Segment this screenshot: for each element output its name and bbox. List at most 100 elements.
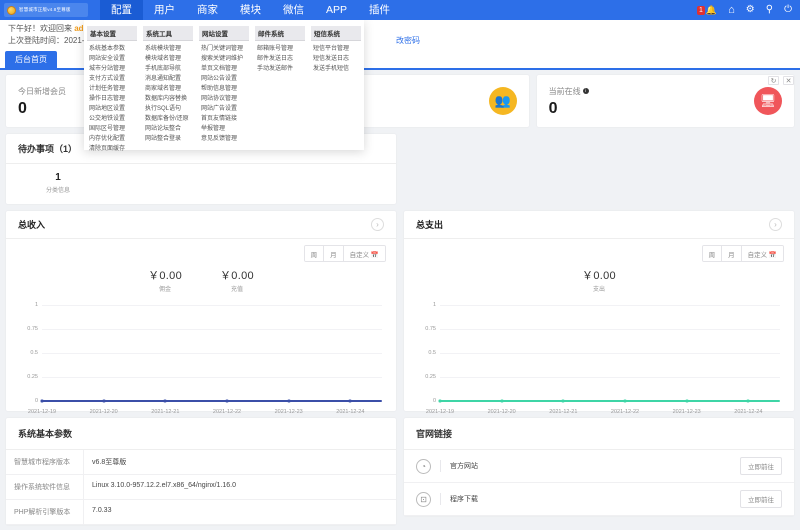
menu-item[interactable]: 操作日志管理 <box>89 95 126 102</box>
x-axis-tick: 2021-12-20 <box>487 409 516 415</box>
menu-item[interactable]: 发送手机短信 <box>313 65 350 72</box>
go-button[interactable]: 立即前往 <box>740 490 782 508</box>
menu-item[interactable]: 系统基本参数 <box>89 45 126 52</box>
menu-item[interactable]: 系统模块管理 <box>145 45 182 52</box>
kpi-value: ￥0.00 <box>220 270 254 282</box>
period-month[interactable]: 月 <box>722 246 742 261</box>
system-parameters-title: 系统基本参数 <box>6 418 396 450</box>
power-icon[interactable]: ⏻ <box>784 4 792 15</box>
menu-item[interactable]: 短信平台管理 <box>313 45 350 52</box>
sysinfo-col: 系统基本参数 智慧城市程序版本 v6.8至尊版 操作系统软件信息 Linux 3.10… <box>6 418 396 525</box>
menu-item[interactable]: 网站整合登录 <box>145 136 182 143</box>
menu-column-3: 邮件系统 邮箱账号管理 邮件发送日志 手动发送邮件 <box>252 24 308 150</box>
greeting-text: 下午好！欢迎回来 <box>8 24 72 33</box>
expense-chart-header: 总支出 › <box>404 211 794 239</box>
kpi-recharge: ￥0.00 充值 <box>220 267 254 293</box>
menu-item[interactable]: 单页文档管理 <box>201 65 238 72</box>
official-links-rows: ◔ 官方网站 立即前往 ⊡ 程序下载 立即前往 <box>404 450 794 516</box>
menu-item[interactable]: 网站论坛整合 <box>145 126 182 133</box>
menu-item[interactable]: 网站广告设置 <box>201 106 238 113</box>
menu-item[interactable]: 网站公告设置 <box>201 75 238 82</box>
close-button[interactable]: ✕ <box>783 76 794 85</box>
notifications[interactable]: 1 🔔 <box>697 4 718 15</box>
menu-item[interactable]: 消息通知配置 <box>145 75 182 82</box>
download-icon: ⊡ <box>416 491 431 507</box>
menu-item[interactable]: 手动发送邮件 <box>257 65 294 72</box>
period-custom[interactable]: 自定义 📅 <box>343 246 385 261</box>
nav-right-icons: 1 🔔 ⌂ ⚙ ⚲ ⏻ <box>697 0 800 20</box>
menu-item[interactable]: 数据库备份/还原 <box>145 116 189 123</box>
series-line <box>42 400 382 402</box>
nav-item-4[interactable]: 微信 <box>283 4 304 16</box>
param-key: 智慧城市程序版本 <box>6 450 84 474</box>
menu-item[interactable]: 清除页面缓存 <box>89 146 126 153</box>
menu-item[interactable]: 内存优化配置 <box>89 136 126 143</box>
nav-item-5[interactable]: APP <box>326 4 348 16</box>
menu-item[interactable]: 首页友情链接 <box>201 116 238 123</box>
menu-item[interactable]: 国际区号管理 <box>89 126 126 133</box>
nav-item-6[interactable]: 插件 <box>369 4 391 16</box>
menu-item[interactable]: 帮助信息管理 <box>201 85 238 92</box>
x-axis-tick: 2021-12-19 <box>27 409 57 415</box>
chevron-right-icon[interactable]: › <box>769 218 782 231</box>
menu-item[interactable]: 城市分站管理 <box>89 65 126 72</box>
x-axis-tick: 2021-12-23 <box>274 409 303 415</box>
menu-item[interactable]: 网站协议管理 <box>201 95 238 102</box>
calendar-icon: 📅 <box>370 251 379 259</box>
chevron-right-icon[interactable]: › <box>371 218 384 231</box>
nav-item-0[interactable]: 配置 <box>100 0 143 20</box>
menu-column-title: 网站设置 <box>199 26 249 41</box>
todo-item[interactable]: 1 分类信息 <box>38 172 384 194</box>
nav-item-1[interactable]: 用户 <box>154 4 175 16</box>
menu-item[interactable]: 计划任务管理 <box>89 85 126 92</box>
change-password-link[interactable]: 改密码 <box>396 36 420 45</box>
menu-column-title: 系统工具 <box>143 26 193 41</box>
grid-line <box>440 329 780 330</box>
series-line <box>440 400 780 402</box>
menu-item[interactable]: 邮件发送日志 <box>257 55 294 62</box>
menu-item[interactable]: 搜索关键词维护 <box>201 55 244 62</box>
bell-icon[interactable]: 🔔 <box>705 4 718 15</box>
data-point <box>500 399 504 403</box>
menu-item[interactable]: 邮箱账号管理 <box>257 45 294 52</box>
menu-item[interactable]: 公交地铁设置 <box>89 116 126 123</box>
menu-item[interactable]: 网站地区设置 <box>89 106 126 113</box>
nav-item-2[interactable]: 商家 <box>197 4 218 16</box>
gear-icon[interactable]: ⚙ <box>745 4 755 15</box>
menu-column-4: 短信系统 短信平台管理 短信发送日志 发送手机短信 <box>308 24 364 150</box>
refresh-button[interactable]: ↻ <box>768 76 779 85</box>
logo[interactable]: 智慧城市正版v4.8至尊版 <box>4 3 88 17</box>
period-month[interactable]: 月 <box>324 246 344 261</box>
home-icon[interactable]: ⌂ <box>728 3 735 16</box>
income-period-selector: 周 月 自定义 📅 <box>303 245 386 262</box>
tab-dashboard[interactable]: 后台首页 <box>5 51 57 68</box>
stat-value: 0 <box>18 99 27 117</box>
menu-item[interactable]: 网站安全设置 <box>89 55 126 62</box>
expense-kpis: ￥0.00 支出 <box>414 267 784 293</box>
period-week[interactable]: 周 <box>702 246 723 261</box>
info-icon[interactable]: i <box>582 88 589 95</box>
period-custom-label: 自定义 <box>349 251 370 259</box>
menu-item[interactable]: 热门关键词管理 <box>201 45 244 52</box>
kpi-label: 佣金 <box>159 287 172 293</box>
menu-item[interactable]: 支付方式设置 <box>89 75 126 82</box>
expense-plot: 1 0.75 0.5 0.25 0 2021-12-19 2021-12-20 2021-12… <box>414 302 784 415</box>
period-week[interactable]: 周 <box>304 246 325 261</box>
menu-item[interactable]: 执行SQL语句 <box>145 106 182 113</box>
param-value: 7.0.33 <box>92 507 112 514</box>
menu-column-2: 网站设置热门关键词管理 搜索关键词维护 单页文档管理 网站公告设置 帮助信息管理 网站协议… <box>196 24 252 150</box>
period-custom[interactable]: 自定义 📅 <box>741 246 783 261</box>
table-row: 操作系统软件信息 Linux 3.10.0-957.12.2.el7.x86_64… <box>6 475 396 500</box>
nav-item-3[interactable]: 模块 <box>240 4 261 16</box>
menu-item[interactable]: 短信发送日志 <box>313 55 350 62</box>
notification-badge: 1 <box>697 5 705 15</box>
menu-item[interactable]: 数据库内容替换 <box>145 95 188 102</box>
menu-item[interactable]: 模块域名管理 <box>145 55 182 62</box>
menu-item[interactable]: 手机底部导航 <box>145 65 182 72</box>
x-axis-tick: 2021-12-19 <box>425 409 455 415</box>
go-button[interactable]: 立即前往 <box>740 457 782 475</box>
search-icon[interactable]: ⚲ <box>765 4 774 15</box>
menu-item[interactable]: 商家域名管理 <box>145 85 182 92</box>
menu-item[interactable]: 举报管理 <box>201 126 226 133</box>
menu-item[interactable]: 意见反馈管理 <box>201 136 238 143</box>
